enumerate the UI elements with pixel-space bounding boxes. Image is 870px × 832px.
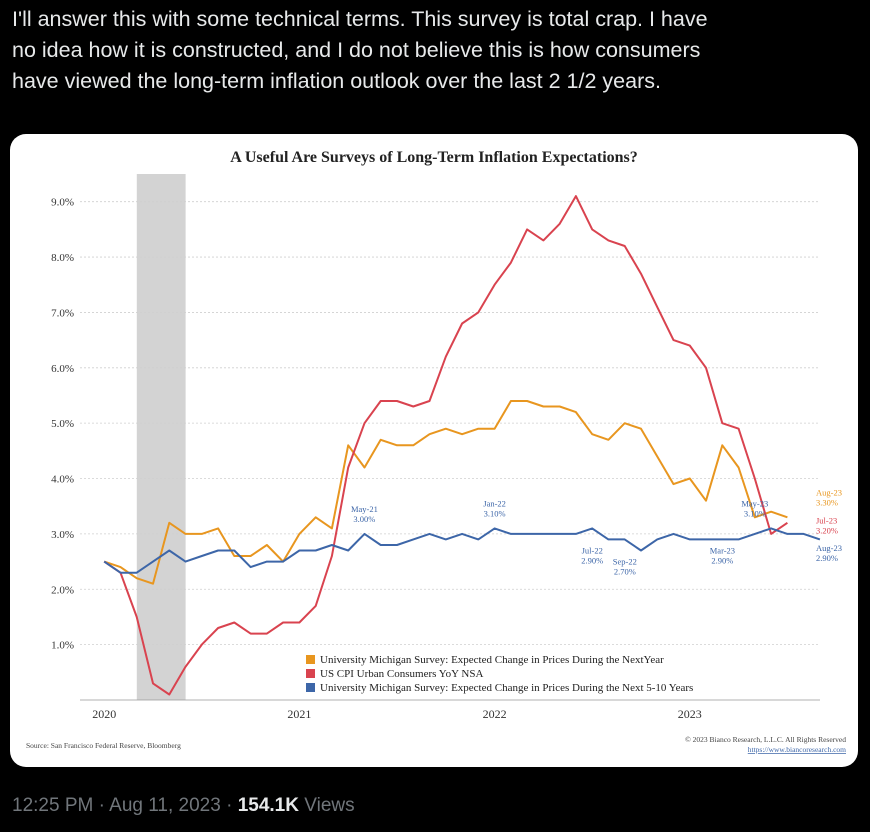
chart-source: Source: San Francisco Federal Reserve, B…: [26, 741, 181, 750]
chart-annotation: 2.90%: [816, 553, 838, 563]
x-tick-label: 2020: [92, 707, 116, 721]
x-tick-label: 2023: [678, 707, 702, 721]
tweet-text-line: I'll answer this with some technical ter…: [12, 7, 708, 31]
chart-website: https://www.biancoresearch.com: [748, 745, 846, 754]
chart-annotation: 2.90%: [711, 555, 733, 565]
y-tick-label: 1.0%: [51, 640, 74, 652]
y-tick-label: 7.0%: [51, 307, 74, 319]
chart-title: A Useful Are Surveys of Long-Term Inflat…: [230, 149, 638, 166]
y-tick-label: 2.0%: [51, 584, 74, 596]
inflation-chart: A Useful Are Surveys of Long-Term Inflat…: [26, 149, 846, 754]
tweet-date[interactable]: Aug 11, 2023: [109, 795, 221, 816]
views-count[interactable]: 154.1K: [237, 795, 299, 816]
legend-swatch: [306, 655, 315, 664]
y-tick-label: 9.0%: [51, 197, 74, 209]
chart-annotation: Jul-22: [582, 545, 603, 555]
chart-annotation: Aug-23: [816, 488, 842, 498]
chart-annotation: Sep-22: [613, 557, 637, 567]
chart-copyright: © 2023 Bianco Research, L.L.C. All Right…: [685, 735, 846, 744]
tweet-media-image[interactable]: A Useful Are Surveys of Long-Term Inflat…: [10, 134, 858, 767]
meta-separator: ·: [226, 795, 233, 816]
series-line-one-year: [103, 400, 788, 585]
chart-annotation: Jan-22: [483, 498, 506, 508]
chart-annotation: 3.00%: [353, 514, 375, 524]
y-tick-label: 3.0%: [51, 529, 74, 541]
chart-annotation: 3.30%: [816, 498, 838, 508]
tweet-text: I'll answer this with some technical ter…: [12, 4, 860, 97]
tweet-text-line: no idea how it is constructed, and I do …: [12, 38, 701, 62]
chart-annotation: May-21: [351, 504, 378, 514]
chart-annotation: Aug-23: [816, 543, 842, 553]
legend-entry: University Michigan Survey: Expected Cha…: [320, 654, 664, 666]
recession-shade: [136, 174, 186, 700]
tweet-time[interactable]: 12:25 PM: [12, 795, 94, 816]
chart-annotation: Jul-23: [816, 515, 837, 525]
y-tick-label: 4.0%: [51, 474, 74, 486]
legend-entry: University Michigan Survey: Expected Cha…: [320, 682, 693, 694]
chart-annotation: 2.90%: [581, 555, 603, 565]
y-tick-label: 8.0%: [51, 252, 74, 264]
series-line-five-ten: [103, 527, 821, 574]
tweet-meta: 12:25 PM · Aug 11, 2023 · 154.1K Views: [12, 795, 355, 817]
y-tick-label: 6.0%: [51, 363, 74, 375]
series-line-cpi: [103, 195, 788, 696]
chart-annotation: 2.70%: [614, 567, 636, 577]
tweet-text-line: have viewed the long-term inflation outl…: [12, 69, 661, 93]
chart-annotation: 3.10%: [484, 508, 506, 518]
chart-annotation: 3.20%: [816, 525, 838, 535]
y-tick-label: 5.0%: [51, 418, 74, 430]
legend-entry: US CPI Urban Consumers YoY NSA: [320, 668, 483, 680]
legend-swatch: [306, 683, 315, 692]
x-tick-label: 2021: [287, 707, 311, 721]
x-tick-label: 2022: [483, 707, 507, 721]
meta-separator: ·: [98, 795, 105, 816]
views-label: Views: [304, 795, 355, 816]
chart-annotation: 3.10%: [744, 508, 766, 518]
chart-annotation: Mar-23: [710, 545, 735, 555]
chart-annotation: May-23: [741, 498, 768, 508]
legend-swatch: [306, 669, 315, 678]
